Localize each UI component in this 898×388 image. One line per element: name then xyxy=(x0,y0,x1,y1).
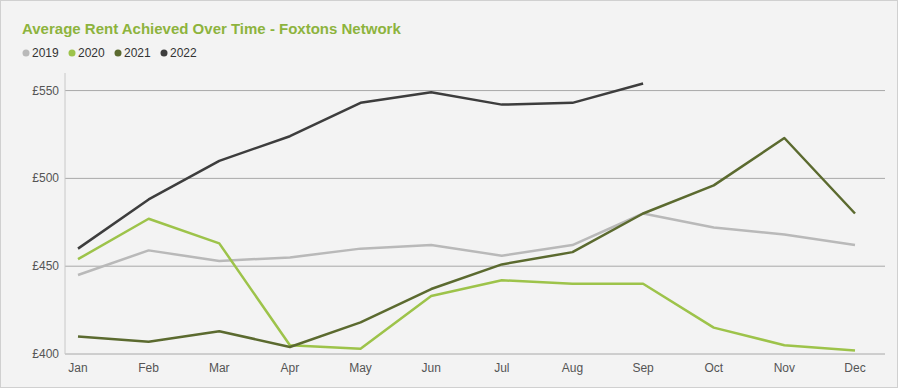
legend-marker xyxy=(69,50,76,57)
x-tick-label: Mar xyxy=(209,361,230,375)
y-tick-label: £450 xyxy=(32,259,59,273)
background xyxy=(1,1,898,388)
x-tick-label: Oct xyxy=(704,361,723,375)
legend-label: 2020 xyxy=(78,46,105,60)
y-tick-label: £550 xyxy=(32,84,59,98)
series-line xyxy=(78,214,855,275)
x-tick-label: May xyxy=(349,361,372,375)
chart: Average Rent Achieved Over Time - Foxton… xyxy=(0,0,898,388)
series-line xyxy=(78,84,643,249)
x-tick-label: Sep xyxy=(632,361,654,375)
y-axis-line xyxy=(65,73,66,354)
legend-marker xyxy=(161,50,168,57)
grid-line xyxy=(65,354,885,355)
x-tick-label: Aug xyxy=(562,361,583,375)
y-tick-label: £500 xyxy=(32,171,59,185)
legend-label: 2021 xyxy=(124,46,151,60)
plot-area xyxy=(78,84,855,351)
x-tick-label: Jan xyxy=(68,361,87,375)
legend-label: 2019 xyxy=(32,46,59,60)
x-tick-label: Jun xyxy=(422,361,441,375)
x-tick-label: Dec xyxy=(844,361,865,375)
y-tick-label: £400 xyxy=(32,347,59,361)
series-line xyxy=(78,138,855,347)
legend-marker xyxy=(23,50,30,57)
title: Average Rent Achieved Over Time - Foxton… xyxy=(22,20,401,37)
legend-label: 2022 xyxy=(170,46,197,60)
x-tick-label: Nov xyxy=(774,361,795,375)
x-tick-label: Jul xyxy=(494,361,509,375)
grid-line xyxy=(65,266,885,267)
series-line xyxy=(78,219,855,351)
x-tick-label: Apr xyxy=(281,361,300,375)
grid-line xyxy=(65,90,885,91)
legend-marker xyxy=(115,50,122,57)
x-tick-label: Feb xyxy=(138,361,159,375)
